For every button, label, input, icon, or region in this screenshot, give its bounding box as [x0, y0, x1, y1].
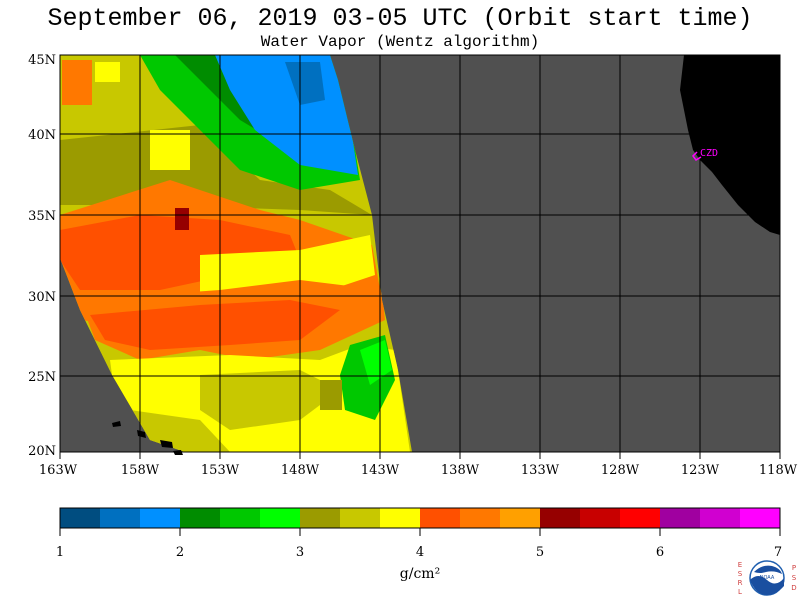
colorbar-tick-2: 2 — [176, 545, 184, 560]
map-subtitle: Water Vapor (Wentz algorithm) — [260, 33, 540, 51]
colorbar-cell — [540, 508, 581, 528]
colorbar-cell — [420, 508, 461, 528]
colorbar: 1 2 3 4 5 6 7 g/cm² — [56, 507, 782, 582]
logo-center-text: NOAA — [760, 575, 775, 581]
graticule — [60, 55, 780, 452]
map-title: September 06, 2019 03-05 UTC (Orbit star… — [47, 4, 753, 33]
logo-letter-s: S — [738, 570, 743, 578]
colorbar-cell — [260, 508, 301, 528]
logo-letter-s2: S — [792, 574, 797, 582]
colorbar-unit: g/cm² — [400, 566, 440, 582]
colorbar-cell — [740, 508, 781, 528]
colorbar-cell — [60, 508, 101, 528]
lat-label-25n: 25N — [28, 370, 56, 385]
lat-label-40n: 40N — [28, 128, 56, 143]
lon-label-123w: 123W — [681, 463, 720, 478]
latitude-labels: 45N 40N 35N 30N 25N 20N — [28, 53, 56, 459]
lon-label-153w: 153W — [201, 463, 240, 478]
colorbar-cell — [380, 508, 421, 528]
colorbar-tick-4: 4 — [416, 545, 424, 560]
lon-label-138w: 138W — [441, 463, 480, 478]
colorbar-cell — [580, 508, 621, 528]
logo-letter-l: L — [738, 588, 742, 596]
lat-label-35n: 35N — [28, 209, 56, 224]
noaa-logo: E S R L P S D NOAA — [738, 560, 797, 596]
colorbar-cell — [140, 508, 181, 528]
land-mass — [680, 55, 780, 235]
station-marker: CZD — [692, 148, 718, 161]
longitude-labels: 163W 158W 153W 148W 143W 138W 133W 128W … — [39, 463, 798, 478]
map-frame — [59, 54, 781, 453]
lon-label-118w: 118W — [759, 463, 798, 478]
axis-ticks — [59, 452, 781, 459]
lon-label-133w: 133W — [521, 463, 560, 478]
colorbar-cell — [460, 508, 501, 528]
lat-label-20n: 20N — [28, 444, 56, 459]
colorbar-cell — [300, 508, 341, 528]
lon-label-163w: 163W — [39, 463, 78, 478]
colorbar-cell — [180, 508, 221, 528]
colorbar-tick-3: 3 — [296, 545, 304, 560]
colorbar-cell — [500, 508, 541, 528]
lat-label-30n: 30N — [28, 290, 56, 305]
colorbar-cell — [620, 508, 661, 528]
colorbar-cell — [220, 508, 261, 528]
colorbar-tick-1: 1 — [56, 545, 64, 560]
colorbar-cell — [700, 508, 741, 528]
colorbar-tick-7: 7 — [774, 545, 782, 560]
colorbar-tick-6: 6 — [656, 545, 664, 560]
lon-label-158w: 158W — [121, 463, 160, 478]
hawaii-islands — [112, 421, 183, 455]
lon-label-143w: 143W — [361, 463, 400, 478]
logo-letter-p: P — [792, 564, 796, 572]
lon-label-148w: 148W — [281, 463, 320, 478]
colorbar-tick-5: 5 — [536, 545, 544, 560]
logo-letter-e: E — [738, 561, 742, 569]
colorbar-cell — [340, 508, 381, 528]
lat-label-45n: 45N — [28, 53, 56, 68]
logo-letter-r: R — [738, 579, 743, 587]
logo-letter-d: D — [791, 584, 796, 592]
colorbar-cell — [100, 508, 141, 528]
lon-label-128w: 128W — [601, 463, 640, 478]
colorbar-cell — [660, 508, 701, 528]
station-label: CZD — [700, 148, 718, 159]
